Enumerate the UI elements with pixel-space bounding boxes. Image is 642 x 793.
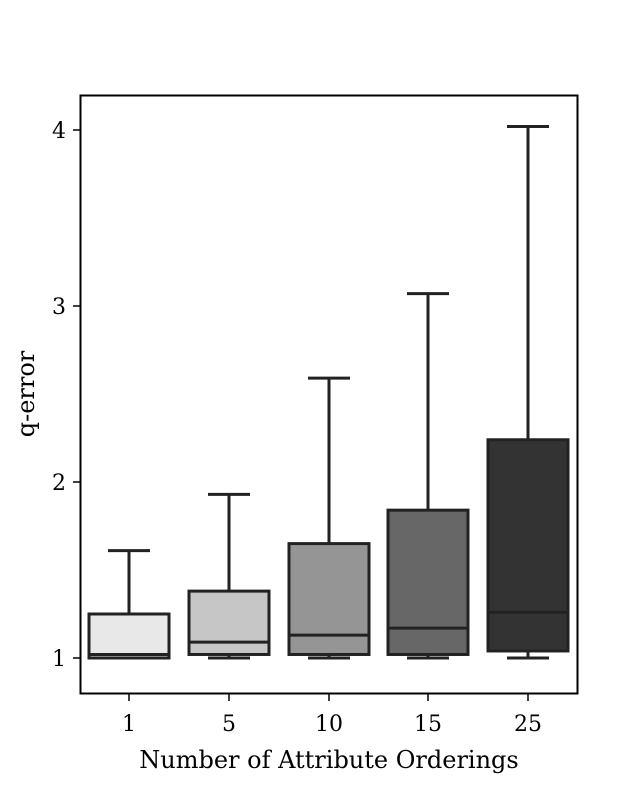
y-tick-label: 1 bbox=[52, 647, 66, 672]
iqr-box bbox=[187, 589, 271, 656]
y-axis: 1 2 3 4 bbox=[52, 119, 80, 672]
y-tick-label: 4 bbox=[52, 119, 66, 144]
x-tick-label: 1 bbox=[122, 712, 136, 737]
y-tick-label: 2 bbox=[52, 471, 66, 496]
box-10 bbox=[287, 376, 371, 660]
y-axis-label: q-error bbox=[12, 350, 40, 437]
iqr-box bbox=[287, 542, 371, 656]
boxes-group bbox=[87, 124, 570, 660]
iqr-box bbox=[87, 612, 171, 660]
x-axis: 1 5 10 15 25 bbox=[122, 694, 542, 737]
box-25 bbox=[486, 124, 570, 660]
x-axis-label: Number of Attribute Orderings bbox=[139, 746, 519, 774]
y-tick-label: 3 bbox=[52, 295, 66, 320]
box-15 bbox=[386, 292, 470, 660]
x-tick-label: 5 bbox=[222, 712, 236, 737]
box-1 bbox=[87, 549, 171, 660]
x-tick-label: 15 bbox=[414, 712, 442, 737]
iqr-box bbox=[386, 508, 470, 656]
box-5 bbox=[187, 492, 271, 660]
x-tick-label: 10 bbox=[315, 712, 343, 737]
x-tick-label: 25 bbox=[514, 712, 542, 737]
iqr-box bbox=[486, 438, 570, 653]
plot-area-frame bbox=[79, 94, 579, 695]
